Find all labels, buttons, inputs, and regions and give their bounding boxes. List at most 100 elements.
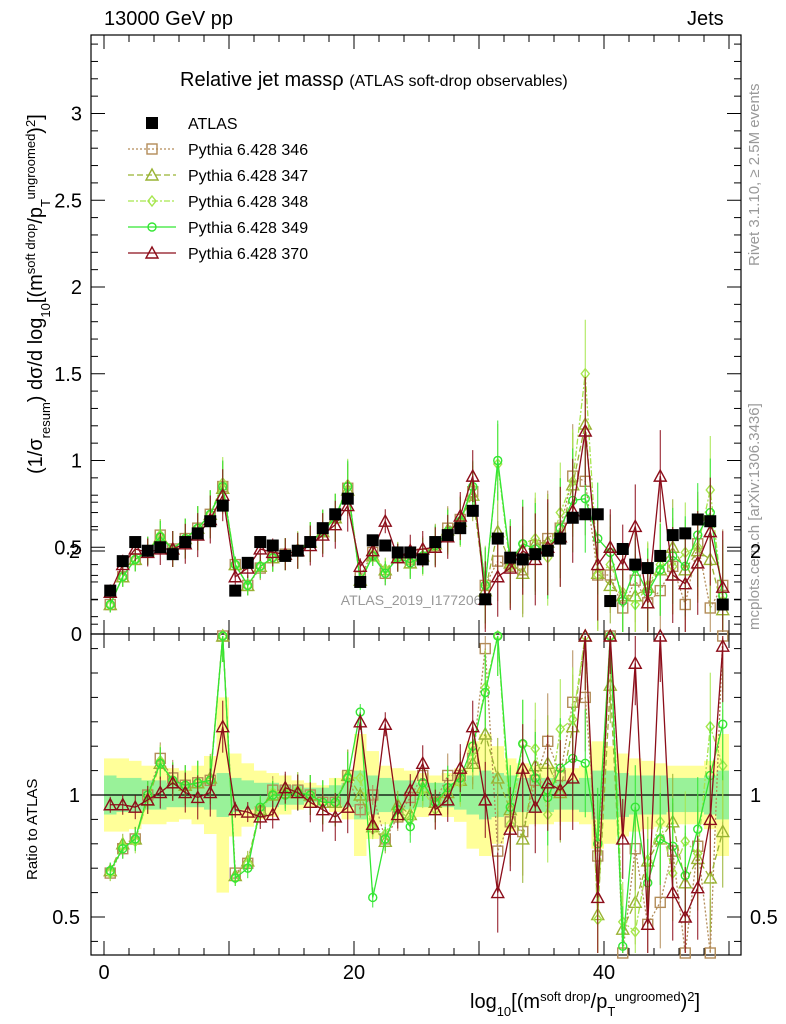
data-marker [630, 925, 641, 938]
data-marker [128, 541, 143, 555]
data-marker [340, 498, 355, 512]
data-marker [243, 580, 253, 591]
data-marker [166, 548, 179, 561]
data-marker [155, 758, 165, 768]
data-marker [179, 536, 192, 549]
data-marker [144, 245, 160, 259]
data-marker [541, 544, 554, 557]
data-marker [690, 880, 705, 894]
data-marker [480, 687, 490, 698]
data-marker [490, 885, 505, 899]
data-marker [328, 517, 343, 531]
legend-label: Pythia 6.428 347 [188, 168, 308, 185]
data-marker [147, 194, 157, 208]
data-marker [704, 947, 716, 959]
main-y-axis-title: (1/σresum) dσ/d log10[(msoft drop/pTungr… [23, 114, 53, 474]
data-marker [603, 628, 618, 642]
data-marker [565, 770, 580, 784]
data-marker [630, 802, 640, 812]
data-marker [366, 534, 379, 547]
data-marker [640, 916, 655, 931]
y-tick-label: 2.5 [54, 190, 82, 212]
ratio-y-axis: 0.5 0.5 1 1 2 2 [52, 501, 778, 942]
data-marker [216, 499, 229, 512]
x-axis: 0 20 40 [98, 35, 730, 984]
data-marker [368, 892, 378, 903]
data-marker [628, 655, 643, 669]
data-marker [405, 822, 415, 832]
data-marker [603, 539, 618, 553]
series-line [110, 635, 724, 925]
data-marker [579, 508, 592, 521]
data-marker [203, 785, 218, 799]
data-marker [693, 824, 703, 834]
data-marker [154, 541, 167, 554]
data-marker [691, 513, 704, 526]
data-marker [655, 565, 665, 575]
data-marker [278, 780, 293, 794]
data-marker [103, 797, 118, 811]
data-marker [529, 548, 542, 561]
data-marker [679, 527, 692, 540]
data-marker [665, 567, 680, 581]
legend-label: Pythia 6.428 349 [188, 220, 308, 237]
legend-label: Pythia 6.428 346 [188, 142, 308, 159]
data-marker [105, 599, 115, 610]
header-right: Jets [687, 8, 724, 30]
data-marker [253, 809, 268, 823]
data-marker [591, 508, 604, 521]
data-marker [654, 549, 667, 562]
legend-label: Pythia 6.428 370 [188, 246, 308, 263]
data-marker [493, 631, 503, 641]
data-marker [365, 543, 380, 557]
data-marker [240, 804, 255, 818]
data-marker [144, 167, 160, 181]
data-marker [265, 807, 280, 821]
data-marker [616, 542, 629, 555]
data-marker [243, 863, 253, 873]
data-marker [429, 536, 442, 549]
data-marker [440, 792, 455, 806]
data-marker [315, 802, 330, 816]
data-marker [354, 575, 367, 588]
data-marker [454, 522, 467, 535]
data-marker [590, 557, 605, 571]
data-marker [654, 896, 666, 909]
data-marker [428, 802, 443, 816]
data-marker [266, 539, 279, 552]
data-marker [354, 803, 366, 816]
data-marker [105, 865, 115, 876]
data-marker [578, 423, 593, 437]
x-tick-label: 40 [593, 962, 615, 984]
data-marker [515, 831, 530, 845]
data-marker [540, 775, 555, 789]
data-marker [229, 584, 242, 597]
y-tick-label: 1.5 [54, 364, 82, 386]
data-marker [341, 492, 354, 505]
data-marker [641, 562, 654, 575]
data-marker [365, 816, 380, 830]
data-marker [147, 222, 157, 232]
data-marker [340, 799, 355, 813]
data-marker [355, 771, 366, 785]
data-marker [416, 553, 429, 566]
data-marker [715, 638, 730, 652]
data-marker [465, 719, 480, 733]
data-marker [465, 468, 480, 482]
data-marker [130, 834, 140, 844]
series-atlas [104, 492, 729, 611]
data-marker [379, 539, 392, 552]
data-marker [390, 807, 405, 821]
data-marker [316, 522, 329, 535]
y-tick-label: 3 [71, 104, 82, 126]
legend-label: ATLAS [188, 116, 238, 133]
data-marker [265, 544, 280, 559]
data-marker [241, 556, 254, 569]
data-marker [453, 508, 468, 522]
data-marker [191, 527, 204, 540]
data-marker [291, 544, 304, 557]
data-marker [228, 802, 243, 816]
data-marker [629, 558, 642, 571]
data-marker [703, 811, 718, 826]
data-marker [653, 468, 668, 482]
